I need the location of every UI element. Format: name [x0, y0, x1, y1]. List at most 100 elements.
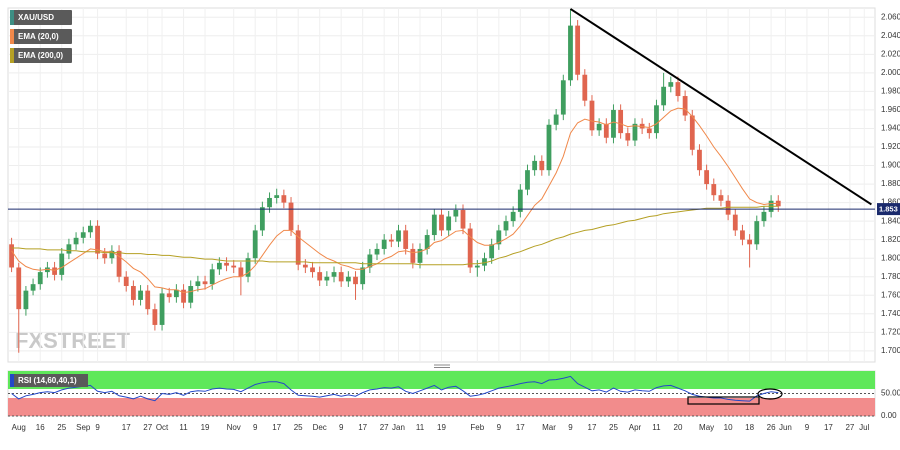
candle-body	[66, 244, 72, 254]
x-tick-label: Dec	[313, 423, 327, 432]
candle-body	[295, 230, 301, 265]
legend-swatch	[10, 48, 14, 63]
candle-body	[668, 82, 674, 87]
x-tick-label: Jun	[779, 423, 792, 432]
candle-body	[59, 253, 65, 275]
rsi-line	[11, 375, 779, 402]
y-tick-label: 1.880	[881, 179, 900, 188]
y-tick-label: 1.900	[881, 161, 900, 170]
x-tick-label: 17	[358, 423, 367, 432]
candle-body	[9, 244, 14, 268]
candle-body	[510, 211, 516, 222]
candle-body	[130, 286, 136, 300]
candle-body	[747, 239, 753, 245]
candle-body	[109, 250, 115, 259]
candle-body	[73, 237, 79, 245]
candle-body	[704, 170, 710, 185]
y-tick-label: 1.840	[881, 216, 900, 225]
candle-body	[711, 184, 717, 196]
candle-body	[575, 25, 581, 75]
candle-body	[209, 269, 215, 285]
x-tick-label: 9	[95, 423, 100, 432]
candle-body	[654, 105, 659, 134]
candle-body	[152, 309, 158, 325]
y-tick-label: 1.700	[881, 346, 900, 355]
y-tick-label: 1.760	[881, 290, 900, 299]
x-tick-label: 26	[767, 423, 776, 432]
annotation-box	[687, 396, 760, 405]
y-tick-label: 1.720	[881, 327, 900, 336]
candle-body	[589, 100, 595, 131]
candle-body	[310, 267, 315, 273]
candle-body	[453, 210, 459, 217]
candle-body	[553, 114, 559, 125]
candle-body	[388, 239, 394, 242]
candle-body	[474, 265, 480, 268]
candle-body	[95, 225, 100, 254]
candle-body	[646, 128, 652, 134]
candle-body	[740, 230, 745, 240]
candle-body	[532, 160, 538, 171]
candle-body	[661, 86, 667, 106]
x-tick-label: Mar	[542, 423, 556, 432]
x-tick-label: 17	[824, 423, 833, 432]
y-tick-label: 2.020	[881, 49, 900, 58]
candle-body	[159, 293, 165, 325]
x-tick-label: 25	[609, 423, 618, 432]
candle-body	[403, 230, 409, 249]
rsi-title-swatch	[10, 374, 14, 387]
legend-box	[10, 29, 72, 44]
legend-label: EMA (200,0)	[18, 51, 63, 60]
x-tick-label: 19	[437, 423, 446, 432]
x-tick-label: 19	[201, 423, 210, 432]
candle-body	[539, 160, 545, 171]
x-tick-label: 17	[122, 423, 131, 432]
x-tick-label: 17	[272, 423, 281, 432]
candle-body	[288, 202, 294, 231]
candle-body	[632, 123, 638, 141]
candle-body	[102, 253, 108, 259]
last-price-tag	[877, 203, 900, 216]
legend-label: EMA (20,0)	[18, 32, 59, 41]
candle-body	[611, 109, 616, 138]
candle-body	[324, 276, 330, 281]
candle-body	[675, 82, 681, 97]
x-tick-label: Sep	[76, 423, 91, 432]
candle-body	[181, 289, 186, 303]
candle-body	[252, 230, 258, 259]
candle-body	[439, 214, 444, 231]
candle-body	[682, 96, 688, 116]
candle-body	[166, 293, 172, 298]
last-price-label: 1.853	[879, 205, 898, 214]
candle-body	[582, 74, 588, 101]
y-tick-label: 1.800	[881, 253, 900, 262]
candle-body	[274, 195, 280, 198]
candle-body	[267, 197, 272, 208]
candle-body	[331, 272, 337, 277]
candle-body	[431, 214, 437, 236]
y-tick-label: 1.920	[881, 142, 900, 151]
x-tick-label: Nov	[227, 423, 241, 432]
x-tick-label: 27	[845, 423, 854, 432]
candle-body	[188, 286, 194, 303]
candle-body	[367, 254, 373, 268]
candle-body	[245, 258, 251, 277]
x-tick-label: 11	[652, 423, 661, 432]
x-tick-label: 11	[416, 423, 425, 432]
legend-swatch	[10, 10, 14, 25]
y-tick-label: 2.060	[881, 12, 900, 21]
candle-body	[446, 216, 452, 231]
ema-line	[11, 107, 779, 294]
candle-body	[302, 264, 308, 268]
candle-body	[396, 230, 401, 242]
candle-body	[603, 123, 609, 138]
candle-body	[195, 281, 201, 287]
candle-body	[754, 221, 760, 245]
x-tick-label: 10	[724, 423, 733, 432]
candle-body	[23, 290, 29, 310]
x-tick-label: 27	[380, 423, 389, 432]
candle-body	[231, 265, 237, 268]
x-tick-label: 9	[497, 423, 502, 432]
candle-body	[37, 272, 43, 285]
